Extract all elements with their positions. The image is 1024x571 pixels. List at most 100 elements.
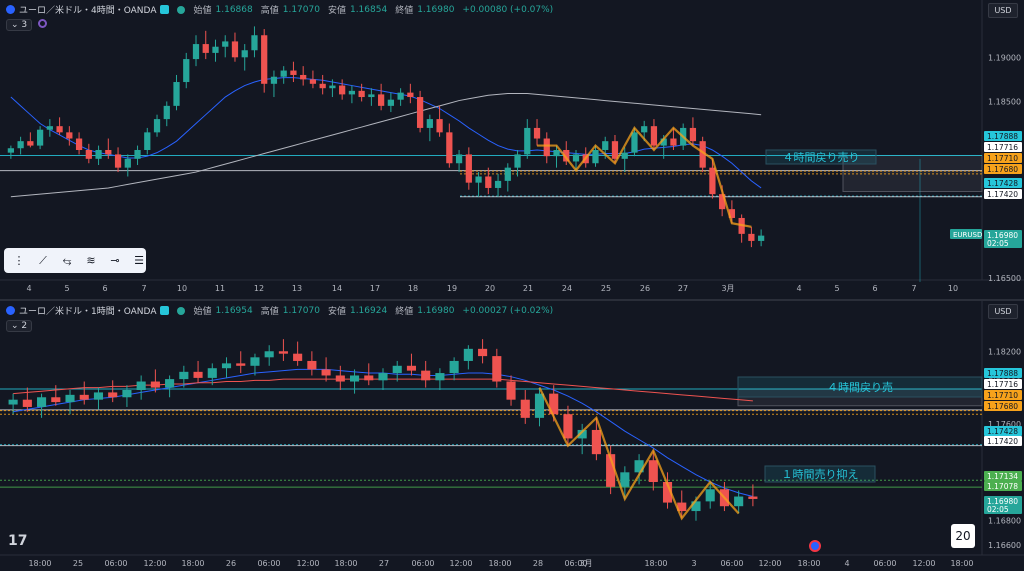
currency-button[interactable]: USD [988,304,1018,319]
candle-body [397,92,404,100]
candle-body [524,127,531,155]
symbol-title[interactable]: ユーロ／米ドル・4時間・OANDA [19,6,157,16]
time-tick-label: 6 [872,284,877,293]
time-tick-label: 3 [691,559,696,568]
candle-body [506,381,516,400]
candle-body [163,105,170,120]
currency-button[interactable]: USD [988,3,1018,18]
change-value: +0.00080 (+0.07%) [462,4,554,15]
time-tick-label: 18:00 [797,559,820,568]
time-tick-label: 18:00 [644,559,667,568]
annotation-label: ４時間戻り売 [827,381,893,394]
time-tick-label: 26 [226,559,236,568]
candle-body [709,167,716,195]
chart-pane-1h[interactable]: ４時間戻り売１時間売り抑え1.182001.180001.176001.1680… [0,301,1024,571]
time-tick-label: 26 [640,284,650,293]
price-tag-label: 1.17710 [987,154,1018,163]
count-badge[interactable]: 20 [951,524,975,548]
symbol-icon [6,306,15,315]
price-tick-label: 1.18200 [988,347,1021,356]
price-tag-label: 1.17888 [987,369,1018,378]
time-tick-label: 06:00 [564,559,587,568]
time-tick-label: 7 [141,284,146,293]
trend-line-icon[interactable]: ⟋ [39,253,47,267]
candle-body [631,132,638,153]
polyline-icon[interactable]: ⥃ [62,253,72,267]
event-marker-icon[interactable] [809,540,821,552]
price-tag-label: 1.17420 [987,190,1018,199]
chart-pane-4h[interactable]: ４時間戻り売り 1.19000 1.18500 1.16500 1.17888 1.177… [0,0,1024,300]
candle-body [321,369,331,376]
candle-body [364,375,374,381]
indicator-count: 2 [21,321,28,331]
time-tick-label: 25 [601,284,611,293]
candle-body [549,393,559,415]
indicator-count-toggle[interactable]: ⌄ 2 [6,320,33,332]
indicator-count: 3 [21,20,28,30]
price-tag-label: 1.16980 [987,231,1018,240]
candle-body [699,141,706,168]
indicator-icon[interactable] [38,19,47,28]
price-tag [984,230,1022,248]
time-tick-label: 12 [254,284,264,293]
time-tick-label: 10 [177,284,187,293]
price-tag-label: 1.17078 [987,482,1018,491]
candle-body [36,129,44,146]
open-value: 1.16868 [215,4,253,15]
candle-body [520,399,530,418]
candle-body [572,154,580,162]
chart-canvas-1h[interactable]: ４時間戻り売１時間売り抑え1.182001.180001.176001.1680… [0,301,1024,571]
price-tick-label: 1.17600 [988,420,1021,429]
candle-body [368,94,375,98]
annotation-label: ４時間戻り売り [783,151,860,164]
fib-icon[interactable]: ≋ [86,253,96,267]
candle-body [349,375,360,382]
price-tag [984,471,1022,481]
candle-body [648,460,658,482]
candle-body [27,141,34,146]
candle-body [465,154,472,183]
pane-divider[interactable] [0,299,1024,301]
candle-body [17,141,24,149]
chart-canvas-4h[interactable]: ４時間戻り売り 1.19000 1.18500 1.16500 1.17888 1.177… [0,0,1024,300]
price-tag [984,131,1022,141]
drag-handle-icon[interactable]: ⋮ [13,253,25,267]
tradingview-logo[interactable]: 17 [8,533,28,549]
time-tick-label: 21 [523,284,533,293]
wave-drawing-line [537,126,752,228]
time-tick-label: 18:00 [950,559,973,568]
symbol-title[interactable]: ユーロ／米ドル・1時間・OANDA [19,307,157,317]
drawing-toolbar[interactable]: ⋮ ⟋ ⥃ ≋ ⊸ ☰ [4,248,146,273]
wave-drawing-line [538,387,740,521]
candle-body [339,85,346,95]
candle-body [378,373,388,381]
annotation-box [765,149,877,165]
time-tick-label: 12:00 [758,559,781,568]
time-tick-label: 12:00 [449,559,472,568]
candle-body [8,399,18,405]
horizontal-ray-icon[interactable]: ⊸ [110,253,120,267]
countdown-label: 02:05 [987,239,1009,248]
flag-icon[interactable] [160,306,170,315]
time-tick-label: 27 [678,284,688,293]
candle-body [66,132,73,139]
candle-body [446,132,453,164]
candle-body [122,390,132,398]
candle-body [236,363,246,366]
time-tick-label: 5 [64,284,69,293]
open-label: 始値 [193,307,212,317]
change-value: +0.00027 (+0.02%) [462,305,554,316]
candle-body [621,152,628,159]
candle-body [463,348,473,361]
price-tag [984,496,1022,514]
candle-body [670,138,677,146]
time-tick-label: 20 [485,284,495,293]
price-tick-label: 1.16500 [988,274,1021,283]
parallel-lines-icon[interactable]: ☰ [134,253,144,267]
candle-body [407,92,414,98]
indicator-count-toggle[interactable]: ⌄ 3 [6,19,33,31]
candle-body [416,97,424,128]
symbol-tag [950,229,982,239]
candle-body [436,119,443,133]
flag-icon[interactable] [160,5,170,14]
